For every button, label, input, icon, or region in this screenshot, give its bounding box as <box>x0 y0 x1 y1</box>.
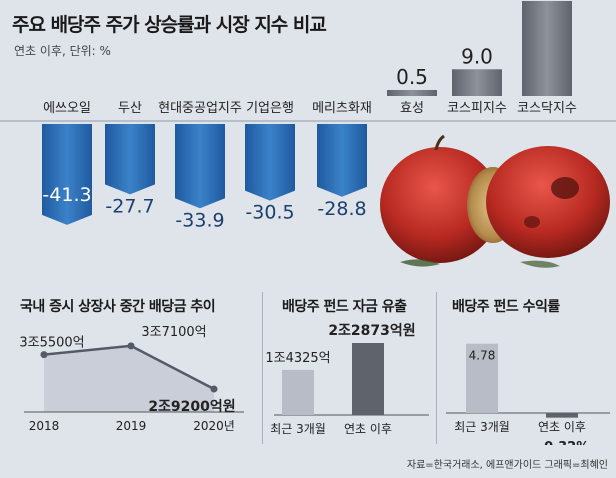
chart-subtitle: 연초 이후, 단위: % <box>14 44 111 58</box>
bar-value-label: 1조4325억 <box>265 351 330 366</box>
bar-value-label: -33.9 <box>175 209 224 231</box>
baseline-divider <box>0 120 616 122</box>
bar <box>352 343 384 415</box>
category-label: 연초 이후 <box>538 420 586 434</box>
data-label: 3조7100억 <box>141 325 206 340</box>
stock-change-bar-chart: -41.3 에쓰오일 -27.7 두산 -33.9 현대중공업지주 -30.5 기업은행 -28… <box>42 1 610 268</box>
bar <box>387 90 437 96</box>
bar <box>466 343 498 413</box>
bar <box>42 124 92 225</box>
category-label: 효성 <box>400 101 424 116</box>
x-tick-label: 2018 <box>29 419 60 433</box>
bar <box>245 124 295 201</box>
bar <box>105 124 155 195</box>
apple-left <box>380 147 500 263</box>
data-point <box>210 385 218 393</box>
bar-value-label: 9.0 <box>461 44 493 68</box>
bar <box>546 413 578 418</box>
apple-bruise-small <box>524 216 540 228</box>
category-label: 기업은행 <box>246 100 294 116</box>
x-tick-label: 2019 <box>116 419 147 433</box>
panel-divider <box>436 292 437 444</box>
bar <box>175 124 225 209</box>
fund-return-bar-chart: 4.78 최근 3개월 연초 이후 -0.32% <box>446 343 610 445</box>
category-label: 메리츠화재 <box>312 101 372 116</box>
bar <box>452 69 502 96</box>
apple-illustration <box>380 134 610 268</box>
trend-area <box>44 345 214 412</box>
bar-value-label: -41.3 <box>42 184 91 206</box>
x-tick-label: 2020년 <box>193 419 235 433</box>
category-label: 코스닥지수 <box>517 101 577 116</box>
category-label: 코스피지수 <box>447 101 507 116</box>
category-label: 두산 <box>118 101 142 116</box>
apple-bruise <box>551 177 579 199</box>
chart-title: 주요 배당주 주가 상승률과 시장 지수 비교 <box>12 14 327 36</box>
bar <box>282 369 314 415</box>
fund-return-title: 배당주 펀드 수익률 <box>452 299 560 315</box>
bar <box>522 1 572 96</box>
bar-value-label: -0.32% <box>539 440 590 445</box>
dividend-trend-title: 국내 증시 상장사 중간 배당금 추이 <box>20 299 216 315</box>
bar-value-label: 4.78 <box>469 349 496 363</box>
bar <box>317 124 367 197</box>
leaf-icon <box>520 260 560 268</box>
category-label: 연초 이후 <box>344 422 392 436</box>
bar-value-label: 2조2873억원 <box>328 323 415 339</box>
data-point <box>40 351 48 359</box>
data-label: 2조9200억원 <box>148 399 235 415</box>
leaf-icon <box>400 259 440 267</box>
apple-stem <box>434 134 445 151</box>
data-label: 3조5500억 <box>19 336 84 351</box>
data-point <box>127 342 135 350</box>
bar-value-label: -27.7 <box>105 195 154 217</box>
apple-right <box>486 146 610 258</box>
source-credit: 자료=한국거래소, 에프앤가이드 그래픽=최혜인 <box>406 460 608 471</box>
fund-outflow-title: 배당주 펀드 자금 유출 <box>282 299 407 315</box>
bar-value-label: 0.5 <box>396 65 428 89</box>
category-label: 최근 3개월 <box>270 422 326 436</box>
category-label: 에쓰오일 <box>43 101 91 116</box>
bar-value-label: -28.8 <box>317 198 366 220</box>
bar-value-label: -30.5 <box>245 202 294 224</box>
category-label: 현대중공업지주 <box>158 101 242 116</box>
category-label: 최근 3개월 <box>454 420 510 434</box>
panel-divider <box>262 292 263 444</box>
